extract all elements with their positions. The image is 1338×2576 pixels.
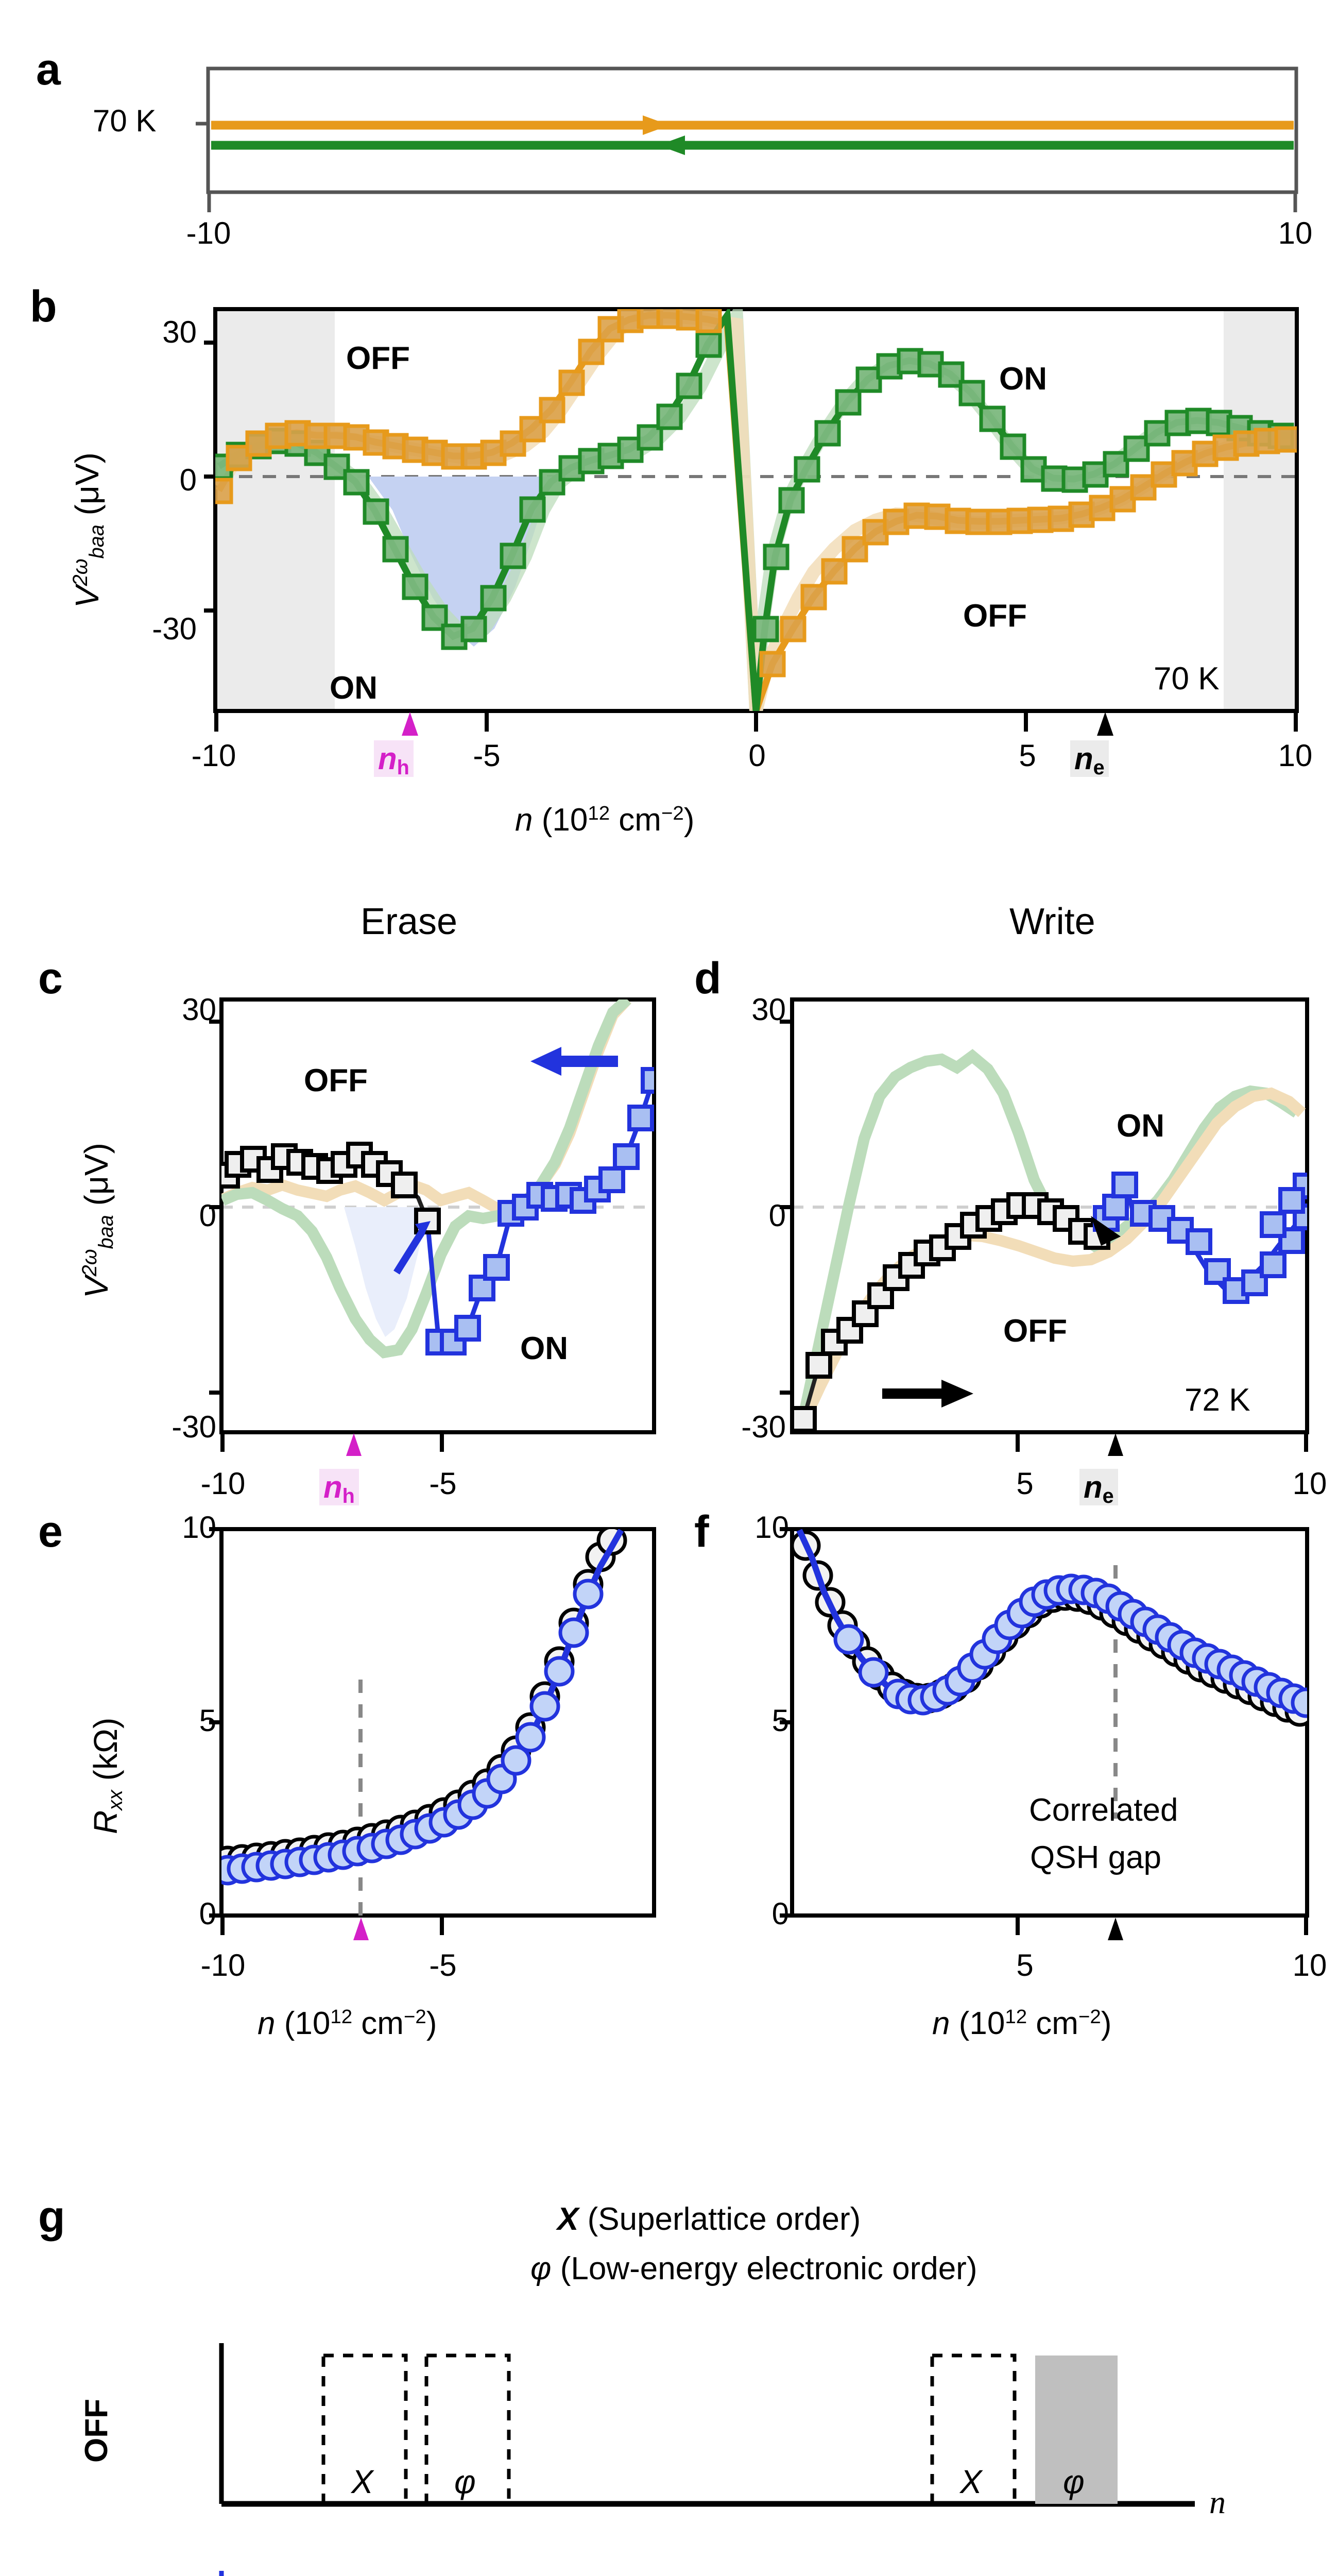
panel-c-title: Erase: [361, 901, 458, 942]
panel-b-ne-label: ne: [1070, 740, 1109, 779]
panel-f-annotation-line2: QSH gap: [1030, 1840, 1162, 1875]
panel-d-on-markers: [1093, 1172, 1307, 1304]
panel-a-xtick--10: -10: [186, 216, 231, 250]
panel-f-annotation-line1: Correlated: [1029, 1792, 1178, 1828]
panel-f-plot: [780, 1527, 1309, 1940]
panel-b-plot: [204, 307, 1299, 736]
panel-c-nh-label: nh: [319, 1469, 359, 1508]
panel-d-label-off: OFF: [1003, 1313, 1067, 1349]
panel-f-xtick-5: 5: [1016, 1948, 1034, 1982]
panel-e-xlabel: n (1012 cm−2): [258, 2005, 437, 2041]
panel-d-title: Write: [1009, 901, 1095, 942]
panel-b-nh-label: nh: [374, 740, 414, 779]
panel-d-ne-label: ne: [1079, 1469, 1118, 1508]
panel-b-label-on-right: ON: [999, 361, 1047, 397]
panel-g-off-axis-symbol: n: [1209, 2484, 1226, 2520]
panel-c-on-line: [425, 1079, 654, 1345]
panel-e-plot: [209, 1527, 656, 1940]
panel-b-xtick--10: -10: [191, 738, 236, 773]
panel-d-xtick-5: 5: [1016, 1466, 1034, 1501]
panel-c-xtick--5: -5: [429, 1466, 457, 1501]
panel-b-shade-left: [215, 309, 335, 711]
panel-d-plot: [780, 997, 1309, 1456]
panel-a-xtick-10: 10: [1278, 216, 1313, 250]
panel-d-ytick-0: 0: [768, 1198, 786, 1233]
panel-c-nh-marker: [346, 1433, 362, 1456]
panel-f-filled-markers: [833, 1573, 1307, 1718]
panel-d-xtick-10: 10: [1292, 1466, 1327, 1501]
panel-a-plot: [196, 66, 1298, 212]
panel-b-label-off-right: OFF: [963, 598, 1027, 634]
panel-g-off-box-chi-left: [321, 2353, 408, 2506]
panel-g-off-box-phi-left: [424, 2353, 511, 2506]
panel-g-off-sym-chi-right: Χ: [960, 2463, 982, 2500]
panel-b-shade-right: [1224, 309, 1297, 711]
panel-b-xtick--5: -5: [473, 738, 501, 773]
panel-d-ytick--30: -30: [741, 1410, 786, 1444]
panel-e-filled-markers: [221, 1579, 604, 1886]
panel-c-label-on: ON: [520, 1331, 568, 1366]
panel-a-orange-arrow: [643, 115, 670, 135]
panel-g-off-sym-phi-right: φ: [1063, 2463, 1085, 2500]
panel-b-label-off-left: OFF: [346, 341, 410, 376]
panel-b-xtick-5: 5: [1019, 738, 1036, 773]
panel-d-transition-arrow: [1091, 1216, 1121, 1246]
panel-g-legend-line2: φ (Low-energy electronic order): [530, 2251, 977, 2286]
panel-g-off-box-chi-right: [930, 2353, 1017, 2506]
panel-g-off-sym-phi-left: φ: [454, 2463, 476, 2500]
panel-d-ne-marker: [1108, 1433, 1123, 1456]
panel-d-label-on: ON: [1117, 1108, 1164, 1144]
panel-b-label-on-left: ON: [330, 670, 378, 706]
panel-b-ytick--30: -30: [152, 612, 197, 646]
panel-a-green-arrow: [658, 135, 685, 155]
panel-c-ytick--30: -30: [171, 1410, 216, 1444]
panel-a-ylabel: 70 K: [93, 104, 157, 138]
panel-g-legend-line1: Χ (Superlattice order): [557, 2201, 861, 2237]
panel-letter-e: e: [38, 1507, 63, 1556]
panel-f-ne-marker: [1108, 1918, 1123, 1940]
panel-c-on-markers: [425, 1067, 654, 1355]
panel-e-xtick--5: -5: [429, 1948, 457, 1982]
panel-letter-b: b: [30, 282, 57, 331]
panel-b-on-fill: [368, 477, 554, 647]
panel-f-xtick-10: 10: [1292, 1948, 1327, 1982]
panel-d-temperature: 72 K: [1185, 1382, 1250, 1418]
panel-b-ytick-30: 30: [162, 315, 197, 349]
panel-letter-c: c: [38, 954, 63, 1003]
panel-e-nh-marker: [353, 1918, 369, 1940]
panel-b-orange-markers: [215, 309, 1297, 677]
panel-g-plot: n n: [219, 2343, 1226, 2576]
panel-letter-a: a: [36, 45, 61, 94]
panel-c-ytick-0: 0: [199, 1198, 216, 1233]
panel-f-open-markers: [792, 1530, 1307, 1727]
panel-c-transition-arrow: [415, 1221, 431, 1236]
panel-f-xlabel: n (1012 cm−2): [932, 2005, 1112, 2041]
panel-c-plot: [209, 997, 656, 1456]
panel-c-off-markers: [221, 1142, 441, 1234]
panel-g-off-box-phi-right: [1035, 2355, 1118, 2504]
panel-b-xtick-10: 10: [1278, 738, 1313, 773]
panel-b-nh-marker: [402, 712, 418, 736]
panel-b-xtick-0: 0: [748, 738, 766, 773]
panel-c-on-fill: [344, 1207, 428, 1337]
panel-b-ytick-0: 0: [179, 463, 197, 497]
panel-b-temperature: 70 K: [1154, 661, 1220, 697]
panel-letter-f: f: [694, 1507, 709, 1556]
panel-letter-d: d: [694, 954, 722, 1003]
panel-b-xlabel: n (1012 cm−2): [515, 802, 695, 838]
panel-b-ne-marker: [1097, 712, 1113, 736]
panel-letter-g: g: [38, 2192, 65, 2242]
panel-e-xtick--10: -10: [200, 1948, 246, 1982]
panel-g-off-sym-chi-left: Χ: [351, 2463, 373, 2500]
panel-c-xtick--10: -10: [200, 1466, 246, 1501]
panel-c-label-off: OFF: [304, 1063, 368, 1098]
